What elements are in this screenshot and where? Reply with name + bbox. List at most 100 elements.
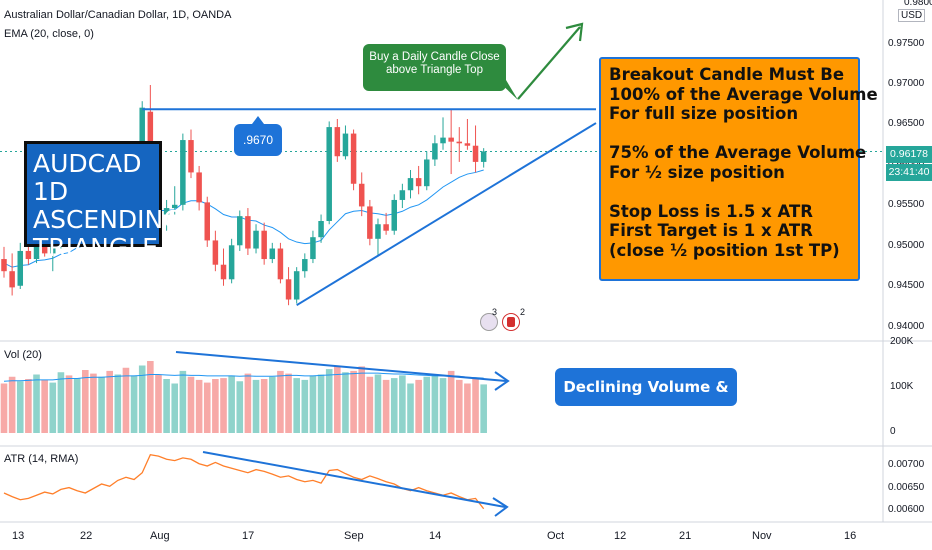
event-count-2: 2 bbox=[520, 307, 526, 317]
volume-bar bbox=[195, 379, 203, 433]
event-count-1: 3 bbox=[492, 307, 498, 317]
event-earnings-icon[interactable] bbox=[480, 313, 498, 331]
volume-bar bbox=[49, 382, 57, 433]
currency-badge[interactable]: USD bbox=[898, 9, 926, 22]
candle-body bbox=[367, 206, 373, 239]
candle-body bbox=[480, 151, 487, 162]
candle-body bbox=[326, 127, 332, 221]
support-trendline bbox=[296, 122, 597, 307]
rule-line: For full size position bbox=[609, 104, 799, 123]
volume-bar bbox=[244, 373, 252, 433]
volume-bar bbox=[423, 376, 431, 433]
price-tick-label: 0.95500 bbox=[888, 199, 925, 211]
candle-body bbox=[334, 127, 341, 157]
volume-bar bbox=[98, 376, 105, 433]
candle-body bbox=[220, 264, 227, 280]
volume-layer bbox=[0, 361, 487, 433]
candle-body bbox=[180, 140, 186, 205]
atr-tick-label: 0.00600 bbox=[888, 504, 925, 515]
volume-bar bbox=[464, 383, 471, 433]
volume-bar bbox=[163, 379, 170, 433]
volume-bar bbox=[82, 370, 89, 433]
volume-average-line bbox=[3, 372, 484, 382]
drawings-layer bbox=[142, 22, 597, 517]
volume-bar bbox=[334, 365, 341, 433]
rule-line: For ½ size position bbox=[609, 162, 785, 182]
candle-body bbox=[277, 248, 284, 280]
candle-body bbox=[472, 145, 479, 162]
volume-bar bbox=[138, 365, 146, 433]
candle-body bbox=[196, 172, 202, 203]
candle-body bbox=[25, 250, 32, 260]
volume-bar bbox=[0, 383, 8, 433]
volume-bar bbox=[228, 375, 235, 433]
candle-body bbox=[237, 216, 243, 246]
volume-bar bbox=[472, 379, 479, 433]
candle-body bbox=[188, 140, 194, 173]
candle-body bbox=[261, 230, 267, 260]
volume-bar bbox=[252, 379, 260, 433]
candle-body bbox=[293, 271, 300, 300]
rules-callout[interactable]: Breakout Candle Must Be 100% of the Aver… bbox=[599, 57, 878, 281]
candle-body bbox=[358, 183, 365, 207]
breakout-arrow-line bbox=[517, 26, 581, 100]
volume-bar bbox=[187, 376, 195, 433]
volume-note-callout[interactable]: Declining Volume & ATR bbox=[555, 368, 737, 434]
volume-bar bbox=[293, 378, 300, 433]
time-tick-label: 22 bbox=[80, 530, 93, 542]
candle-body bbox=[171, 204, 178, 209]
volume-bar bbox=[65, 375, 73, 433]
volume-bar bbox=[33, 374, 40, 433]
volume-bar bbox=[25, 379, 32, 433]
candle-body bbox=[448, 137, 454, 142]
time-tick-label: Oct bbox=[547, 530, 565, 542]
candle-body bbox=[399, 190, 406, 200]
volume-bar bbox=[114, 374, 122, 433]
price-tick-label: 0.95000 bbox=[888, 239, 925, 251]
volume-bar bbox=[415, 379, 422, 433]
volume-tick-label: 100K bbox=[890, 381, 914, 392]
rule-line: Breakout Candle Must Be bbox=[609, 65, 845, 84]
canada-flag-icon[interactable] bbox=[502, 313, 520, 331]
candle-body bbox=[204, 202, 210, 241]
volume-bar bbox=[16, 381, 24, 433]
time-tick-label: Nov bbox=[752, 530, 772, 542]
volume-bar bbox=[309, 375, 317, 433]
atr-tick-label: 0.00650 bbox=[888, 481, 925, 493]
buy-note-callout[interactable]: Buy a Daily Candle Close above Triangle … bbox=[363, 44, 506, 91]
candle-body bbox=[407, 178, 414, 191]
atr-tick-label: 0.00700 bbox=[888, 459, 925, 470]
volume-arrow-head bbox=[494, 371, 510, 391]
rule-spacer bbox=[609, 124, 852, 144]
volume-bar bbox=[439, 378, 447, 433]
price-tick-label: 0.97500 bbox=[888, 37, 925, 49]
candle-body bbox=[17, 250, 24, 286]
rule-line: Stop Loss is 1.5 x ATR bbox=[609, 201, 813, 221]
volume-tick-label: 0 bbox=[890, 426, 896, 437]
resistance-label[interactable]: .9670 bbox=[234, 124, 282, 156]
candle-body bbox=[212, 240, 219, 265]
volume-bar bbox=[8, 376, 16, 433]
volume-bar bbox=[431, 374, 439, 433]
time-tick-label: Aug bbox=[150, 530, 170, 542]
time-tick-label: 12 bbox=[614, 530, 627, 542]
title-callout[interactable]: AUDCAD 1D ASCENDING TRIANGLE bbox=[24, 141, 183, 262]
title-line-2: ASCENDING bbox=[33, 205, 183, 234]
candle-body bbox=[285, 279, 292, 300]
candle-body bbox=[310, 237, 316, 260]
volume-bar bbox=[147, 361, 154, 433]
rule-spacer bbox=[609, 182, 852, 202]
last-price-tag: 0.96178 bbox=[886, 146, 932, 163]
candle-body bbox=[228, 245, 235, 280]
price-tick-label: 0.94000 bbox=[888, 320, 925, 332]
volume-bar bbox=[41, 379, 48, 433]
candle-body bbox=[350, 133, 357, 184]
time-tick-label: 21 bbox=[679, 530, 692, 542]
symbol-title: Australian Dollar/Canadian Dollar, 1D, O… bbox=[4, 9, 232, 21]
volume-bar bbox=[179, 370, 187, 433]
volume-bar bbox=[130, 375, 138, 433]
volume-bar bbox=[73, 378, 81, 433]
candle-body bbox=[383, 224, 389, 231]
buy-note-line-1: Buy a Daily Candle Close bbox=[369, 51, 500, 63]
